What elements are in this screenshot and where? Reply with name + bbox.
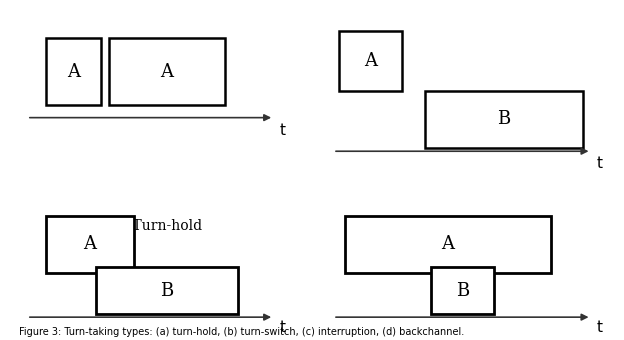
Text: (b) Turn-switch: (b) Turn-switch — [414, 218, 522, 233]
Bar — [95, 267, 238, 314]
Text: (a) Turn-hold: (a) Turn-hold — [109, 218, 203, 233]
Bar — [339, 31, 402, 91]
Bar — [109, 38, 225, 105]
Text: B: B — [456, 282, 469, 300]
Text: A: A — [364, 52, 377, 70]
Text: B: B — [160, 282, 173, 300]
Text: A: A — [67, 63, 80, 81]
Text: B: B — [497, 110, 510, 129]
Text: t: t — [280, 320, 285, 335]
Text: A: A — [160, 63, 173, 81]
Text: Figure 3: Turn-taking types: (a) turn-hold, (b) turn-switch, (c) interruption, (: Figure 3: Turn-taking types: (a) turn-ho… — [19, 327, 464, 337]
Text: t: t — [597, 320, 603, 335]
Text: t: t — [280, 122, 285, 137]
Text: t: t — [597, 156, 603, 171]
Text: A: A — [84, 235, 97, 253]
Bar — [425, 91, 583, 148]
Bar — [46, 38, 101, 105]
Bar — [46, 216, 134, 273]
Text: A: A — [441, 235, 454, 253]
Bar — [344, 216, 551, 273]
Bar — [431, 267, 494, 314]
